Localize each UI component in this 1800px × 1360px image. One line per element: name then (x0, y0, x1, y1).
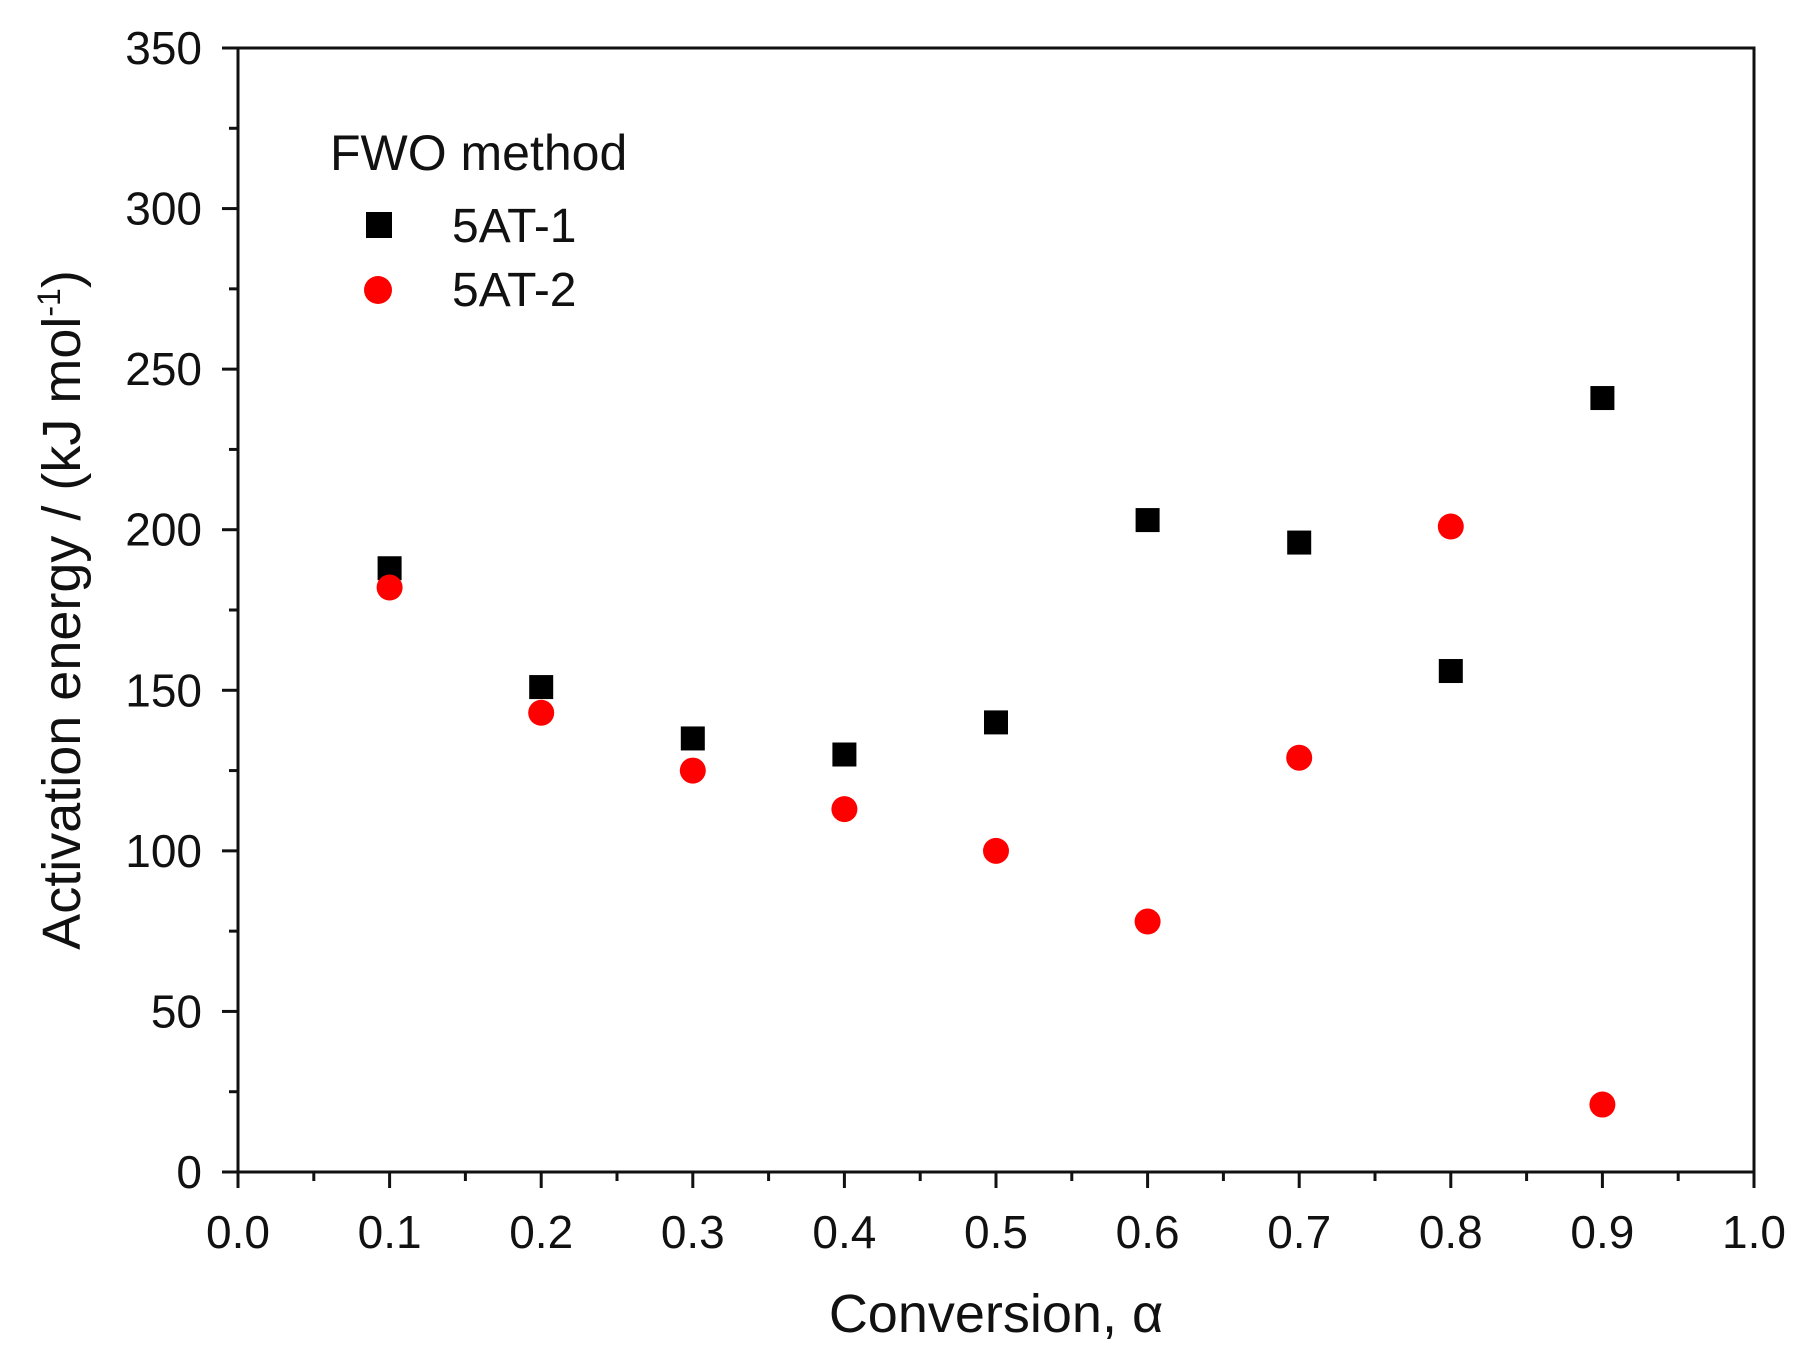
point-5at-2 (1589, 1091, 1616, 1118)
point-5at-1 (1135, 508, 1160, 533)
x-tick-label: 0.1 (358, 1206, 422, 1258)
point-5at-2 (1437, 513, 1464, 540)
point-5at-2 (1286, 744, 1313, 771)
x-tick-label: 0.0 (206, 1206, 270, 1258)
x-tick-label: 0.8 (1419, 1206, 1483, 1258)
x-tick-label: 0.2 (509, 1206, 573, 1258)
point-5at-1 (529, 675, 554, 700)
y-axis-title: Activation energy / (kJ mol-1) (31, 270, 92, 950)
data-points (376, 386, 1616, 1118)
x-tick-label: 0.6 (1116, 1206, 1180, 1258)
y-axis-title-main: Activation energy / (kJ mol (32, 317, 92, 950)
y-axis-title-superscript: -1 (31, 288, 67, 316)
point-5at-2 (831, 796, 858, 823)
legend-title: FWO method (330, 125, 627, 181)
x-tick-label: 0.3 (661, 1206, 725, 1258)
tick-labels: 0.0 0.1 0.2 0.3 0.4 0.5 0.6 0.7 0.8 0.9 1.0 0 50 100 1… (125, 22, 1786, 1258)
x-tick-label: 0.5 (964, 1206, 1028, 1258)
x-axis-title: Conversion, α (829, 1284, 1163, 1344)
y-tick-label: 50 (151, 985, 202, 1037)
y-tick-label: 0 (176, 1146, 202, 1198)
y-tick-label: 150 (125, 664, 202, 716)
point-5at-1 (680, 726, 705, 751)
point-5at-1 (1287, 530, 1312, 555)
x-tick-label: 1.0 (1722, 1206, 1786, 1258)
point-5at-2 (679, 757, 706, 784)
point-5at-2 (983, 837, 1009, 864)
point-5at-2 (1134, 908, 1161, 935)
x-tick-label: 0.7 (1267, 1206, 1331, 1258)
point-5at-2 (376, 574, 403, 601)
y-tick-label: 100 (125, 825, 202, 877)
point-5at-1 (1590, 386, 1615, 411)
legend: FWO method 5AT-1 5AT-2 (330, 125, 627, 317)
legend-marker-5at-1 (366, 212, 392, 238)
point-5at-1 (984, 710, 1008, 735)
y-tick-label: 350 (125, 22, 202, 74)
point-5at-1 (1438, 659, 1463, 684)
y-axis-title-close: ) (32, 270, 92, 288)
y-tick-label: 200 (125, 504, 202, 556)
y-tick-label: 300 (125, 183, 202, 235)
legend-label-5at-1: 5AT-1 (452, 200, 577, 253)
x-tick-label: 0.9 (1570, 1206, 1634, 1258)
axis-ticks (222, 46, 1756, 1188)
x-tick-label: 0.4 (812, 1206, 876, 1258)
point-5at-2 (528, 699, 555, 726)
legend-marker-5at-2 (364, 276, 392, 304)
legend-label-5at-2: 5AT-2 (452, 264, 577, 317)
point-5at-1 (832, 742, 857, 767)
y-tick-label: 250 (125, 343, 202, 395)
